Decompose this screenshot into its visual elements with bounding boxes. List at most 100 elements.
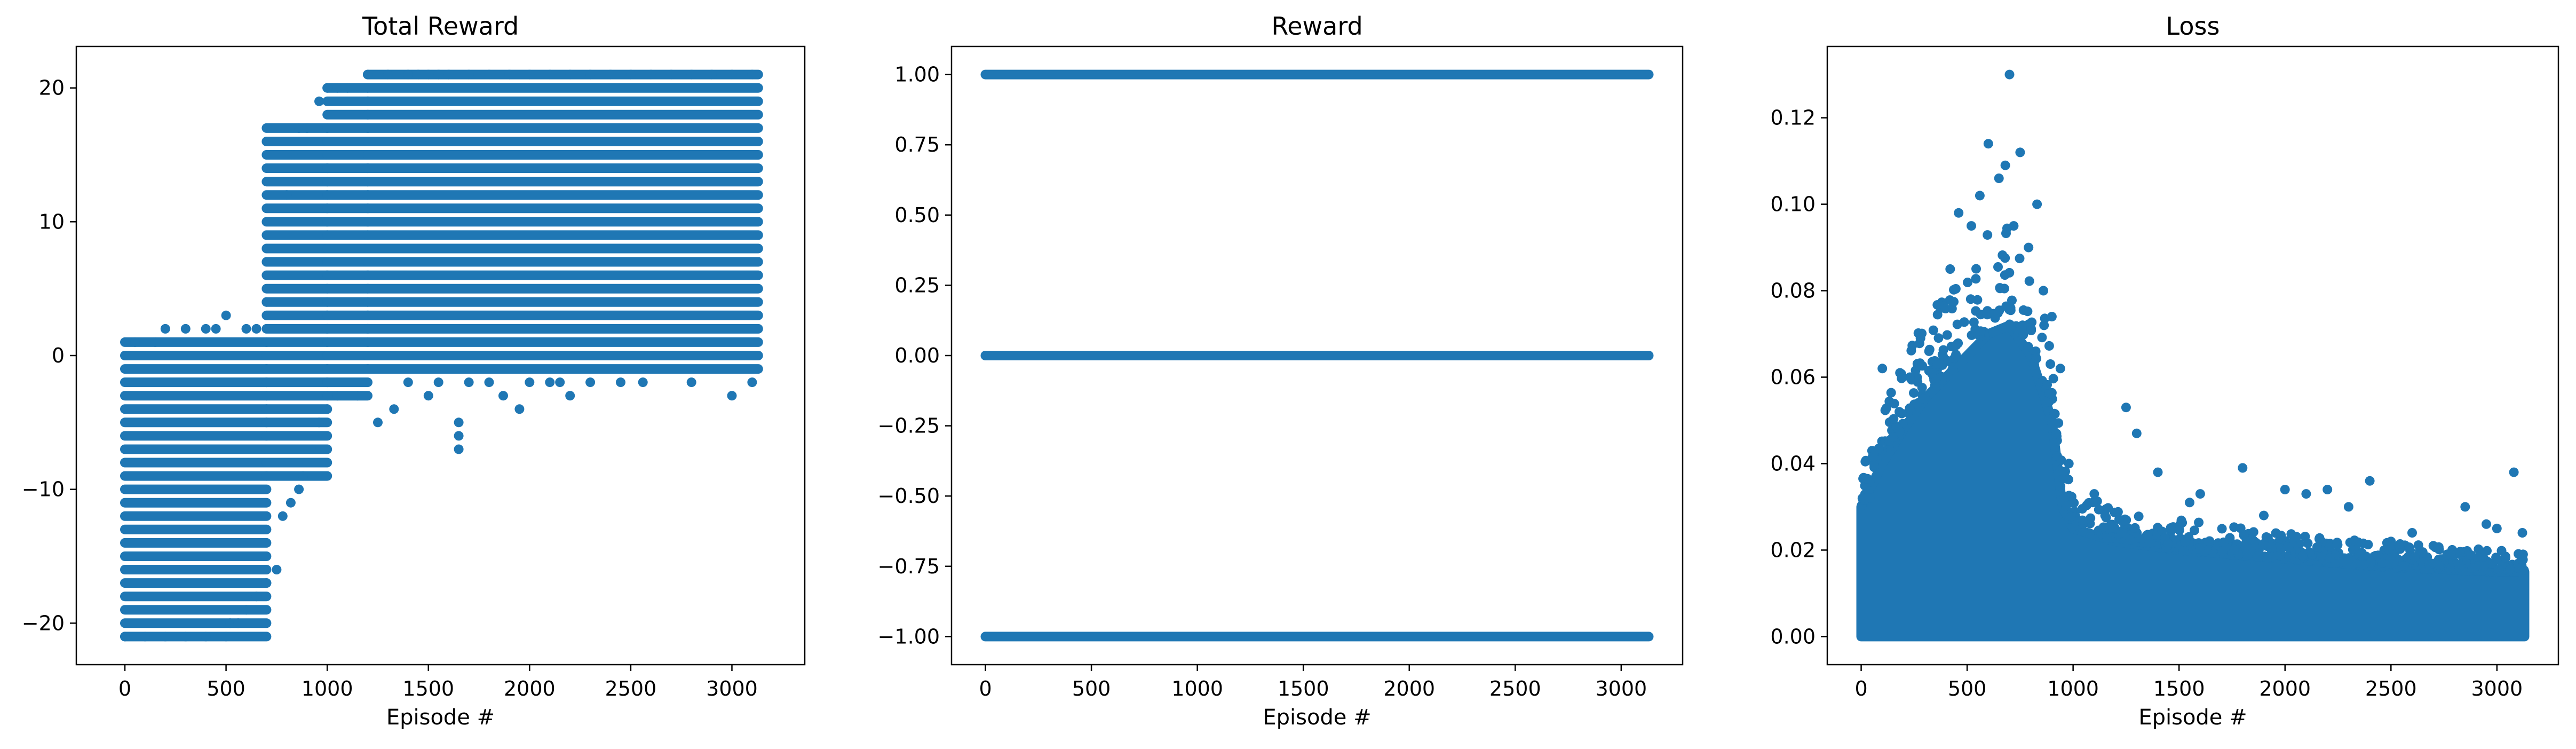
data-point <box>545 377 555 388</box>
data-point <box>1928 325 1938 335</box>
data-point <box>2467 563 2477 573</box>
data-point <box>2101 513 2111 523</box>
data-point <box>274 257 284 267</box>
x-tick-label: 1500 <box>2153 677 2205 700</box>
y-tick-label: 0.75 <box>894 133 940 156</box>
data-point <box>2143 530 2153 540</box>
data-point <box>2061 501 2071 511</box>
data-point <box>251 592 261 602</box>
data-point <box>120 632 130 642</box>
data-point <box>2055 466 2065 476</box>
data-point <box>2056 481 2066 491</box>
data-point <box>2195 543 2205 554</box>
x-tick-label: 0 <box>979 677 992 700</box>
data-point <box>1859 472 1869 483</box>
data-point <box>363 69 372 80</box>
data-point <box>282 190 292 200</box>
data-point <box>2359 559 2368 570</box>
data-point <box>2325 539 2335 549</box>
data-point <box>1865 493 1875 503</box>
chart-title: Loss <box>2166 12 2220 41</box>
data-point <box>1913 377 1923 387</box>
data-point <box>2117 527 2127 538</box>
data-point <box>2015 147 2025 157</box>
data-point <box>332 391 343 401</box>
data-point <box>2094 504 2104 515</box>
data-point <box>646 69 656 80</box>
data-points <box>1856 69 2530 642</box>
data-point <box>2333 540 2343 550</box>
data-point <box>302 458 312 468</box>
data-point <box>707 69 717 80</box>
data-point <box>2474 544 2484 554</box>
data-point <box>294 123 304 133</box>
data-point <box>2259 510 2269 521</box>
chart-title: Total Reward <box>362 12 519 41</box>
data-point <box>2260 551 2270 562</box>
data-point <box>1949 297 1959 307</box>
data-point <box>1975 191 1985 201</box>
x-axis-label: Episode # <box>1263 705 1371 730</box>
data-point <box>272 565 282 574</box>
data-point <box>2185 498 2194 508</box>
data-point <box>2114 514 2124 524</box>
data-point <box>2009 221 2019 231</box>
data-point <box>2229 545 2239 555</box>
chart-panel-0: Total Reward 0 500 1000 1500 2000 2500 3000 −20 −… <box>22 12 806 730</box>
data-point <box>2460 502 2470 512</box>
data-point <box>302 123 312 133</box>
data-point <box>403 377 413 388</box>
data-point <box>1909 388 1919 398</box>
data-point <box>2244 545 2254 554</box>
data-point <box>2098 522 2109 532</box>
data-point <box>2446 563 2456 573</box>
data-point <box>1860 456 1870 467</box>
data-point <box>1969 317 1979 327</box>
data-point <box>2358 553 2368 563</box>
data-point <box>2294 539 2304 549</box>
y-tick-label: 0.25 <box>894 273 940 297</box>
data-point <box>322 404 332 414</box>
data-point <box>2509 467 2519 477</box>
data-point <box>2336 557 2346 567</box>
data-point <box>2032 199 2042 209</box>
data-point <box>525 69 535 80</box>
data-point <box>403 69 413 80</box>
data-point <box>2496 546 2507 556</box>
x-tick-label: 1000 <box>1171 677 1223 700</box>
x-tick-label: 2500 <box>605 677 657 700</box>
data-point <box>2121 403 2131 413</box>
data-point <box>286 498 296 508</box>
x-tick-label: 500 <box>1072 677 1111 700</box>
x-axis-label: Episode # <box>386 705 495 730</box>
data-point <box>288 150 298 160</box>
data-point <box>2365 476 2375 486</box>
data-point <box>2518 555 2528 565</box>
data-point <box>1889 414 1899 424</box>
data-point <box>1895 407 1904 417</box>
data-point <box>2032 353 2041 364</box>
data-point <box>2366 557 2376 567</box>
y-tick-label: −0.25 <box>878 414 940 438</box>
data-point <box>2134 511 2144 522</box>
data-point <box>747 377 757 388</box>
data-point <box>278 511 288 521</box>
data-point <box>565 391 575 401</box>
data-point <box>1874 444 1884 454</box>
data-point <box>306 444 316 454</box>
chart-title: Reward <box>1271 12 1362 41</box>
data-point <box>2044 341 2054 351</box>
y-tick-label: −1.00 <box>878 625 940 648</box>
data-point <box>423 69 433 80</box>
data-point <box>514 404 525 414</box>
y-tick-label: −0.75 <box>878 555 940 578</box>
x-tick-label: 3000 <box>1595 677 1647 700</box>
data-point <box>343 83 353 93</box>
data-point <box>1951 350 1961 360</box>
y-tick-label: 0.10 <box>1770 193 1816 216</box>
data-point <box>2312 542 2322 552</box>
data-point <box>261 297 272 307</box>
data-point <box>686 69 696 80</box>
data-point <box>747 69 757 80</box>
